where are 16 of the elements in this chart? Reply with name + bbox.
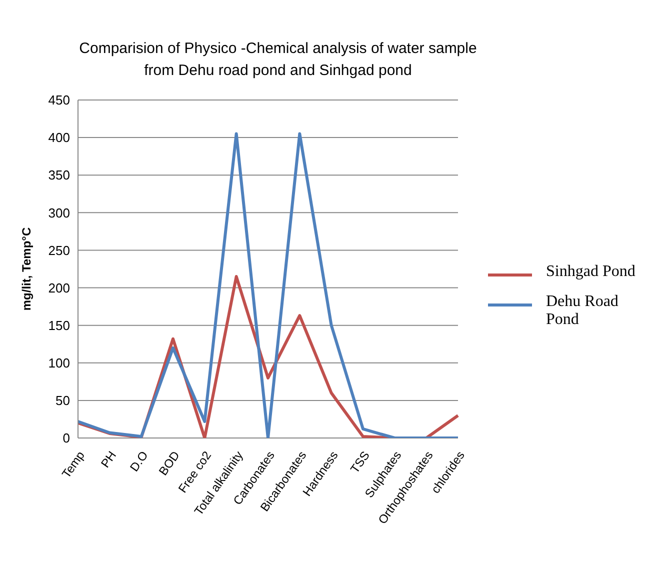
x-tick-label: D.O [127, 448, 151, 474]
y-tick-label: 100 [48, 356, 70, 371]
y-tick-label: 250 [48, 242, 70, 258]
y-tick-label: 0 [62, 430, 70, 446]
chart-title: Comparision of Physico -Chemical analysis of water sample from Dehu road pond and Sinhgad pond [78, 39, 478, 81]
x-tick-label: PH [98, 448, 120, 470]
y-tick-label: 300 [48, 205, 70, 220]
y-tick-label: 150 [48, 318, 70, 333]
y-tick-label: 400 [48, 130, 70, 146]
y-tick-label: 50 [56, 393, 70, 408]
legend-label: Sinhgad Pond [546, 263, 636, 281]
y-tick-label: 200 [48, 280, 70, 296]
legend-label: Dehu Road Pond [546, 293, 620, 329]
y-axis-title: mg/lit, Temp°C [19, 227, 34, 311]
y-tick-label: 350 [48, 168, 70, 183]
y-tick-label: 450 [48, 92, 70, 108]
